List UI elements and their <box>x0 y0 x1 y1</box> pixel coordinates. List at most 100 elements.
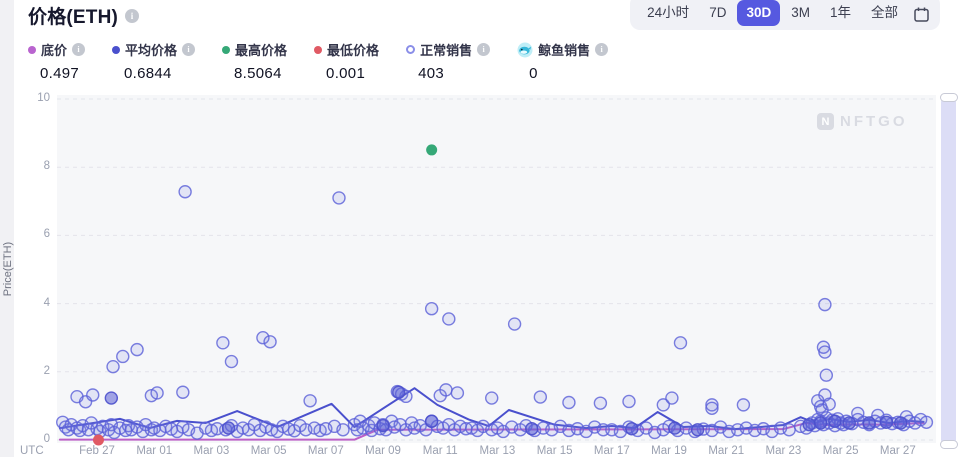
sale-point-dense[interactable] <box>424 414 439 428</box>
sale-point[interactable] <box>150 386 164 400</box>
info-icon[interactable]: i <box>182 43 196 56</box>
sale-point-dense[interactable] <box>842 416 856 430</box>
x-tick-label: Mar 03 <box>193 445 230 457</box>
range-button-7d[interactable]: 7D <box>700 0 735 26</box>
sale-point-dense[interactable] <box>879 415 894 429</box>
sale-point-dense[interactable] <box>802 417 816 432</box>
sale-point[interactable] <box>919 415 934 429</box>
legend-item-5[interactable]: 鲸鱼销售 i 0 <box>517 40 609 82</box>
range-button-30d[interactable]: 30D <box>737 0 781 26</box>
sale-point[interactable] <box>256 331 270 345</box>
legend-item-1[interactable]: 平均价格 i 0.6844 <box>112 40 196 82</box>
extreme-point[interactable] <box>92 434 104 446</box>
legend-item-head: 最低价格 <box>314 40 379 59</box>
legend-label: 正常销售 <box>420 43 473 58</box>
sale-point[interactable] <box>533 390 548 404</box>
sale-point[interactable] <box>818 297 832 312</box>
sale-point-dense[interactable] <box>392 385 406 399</box>
x-tick-label: Mar 05 <box>250 445 287 457</box>
legend-item-2[interactable]: 最高价格 8.5064 <box>222 40 287 82</box>
scrollbar-bottom-cap[interactable] <box>940 440 958 449</box>
calendar-icon[interactable] <box>909 4 934 26</box>
stats-legend: 底价 i 0.497 平均价格 i 0.6844 最高价格 8.5064 最低价格 0.001 正常… <box>28 40 609 82</box>
range-button-all[interactable]: 全部 <box>862 0 907 26</box>
x-tick-label: Mar 01 <box>136 445 173 457</box>
sale-point[interactable] <box>116 349 130 364</box>
sale-point[interactable] <box>176 385 190 399</box>
sale-point[interactable] <box>303 394 317 408</box>
legend-item-head: 鲸鱼销售 i <box>517 40 609 59</box>
x-tick-label: Mar 17 <box>593 445 630 457</box>
legend-dot-marker <box>314 45 323 54</box>
sale-point-dense[interactable] <box>690 423 705 437</box>
sale-point-dense[interactable] <box>862 416 876 430</box>
sale-point[interactable] <box>818 345 832 359</box>
sale-point-dense[interactable] <box>625 422 639 436</box>
legend-dot-marker <box>222 45 231 54</box>
nftgo-watermark: N NFTGO <box>817 113 908 130</box>
sale-point[interactable] <box>822 397 836 411</box>
info-icon[interactable]: i <box>477 43 491 56</box>
sale-point-dense[interactable] <box>525 422 539 436</box>
sale-point[interactable] <box>656 398 671 412</box>
sale-point[interactable] <box>442 312 456 326</box>
legend-item-4[interactable]: 正常销售 i 403 <box>406 40 491 82</box>
x-tick-label: Mar 07 <box>307 445 344 457</box>
scrollbar-top-cap[interactable] <box>940 93 958 102</box>
sale-point[interactable] <box>86 388 100 402</box>
sale-point[interactable] <box>216 336 230 350</box>
legend-value: 0.497 <box>40 65 80 82</box>
legend-item-head: 最高价格 <box>222 40 287 59</box>
sale-point-dense[interactable] <box>376 418 390 433</box>
sale-point-dense[interactable] <box>813 416 828 430</box>
sale-point-dense[interactable] <box>894 416 908 430</box>
x-tick-label: Mar 23 <box>765 445 802 457</box>
sale-point-dense[interactable] <box>104 391 119 405</box>
legend-value: 0 <box>529 65 538 82</box>
chart-plot-background <box>57 95 936 443</box>
sale-point[interactable] <box>507 317 522 331</box>
sale-point[interactable] <box>705 401 719 415</box>
info-icon[interactable]: i <box>125 8 140 23</box>
sale-point[interactable] <box>424 302 439 316</box>
sale-point[interactable] <box>106 359 120 374</box>
sale-point[interactable] <box>673 336 688 350</box>
sale-point-dense[interactable] <box>828 414 842 428</box>
sale-point[interactable] <box>450 386 465 400</box>
header: 价格(ETH) i <box>28 2 140 29</box>
sale-point[interactable] <box>332 191 346 205</box>
sale-point-dense[interactable] <box>668 421 682 435</box>
sale-point[interactable] <box>178 185 192 199</box>
legend-label: 平均价格 <box>125 43 178 58</box>
range-button-24h[interactable]: 24小时 <box>638 0 698 26</box>
legend-item-0[interactable]: 底价 i 0.497 <box>28 40 86 82</box>
sale-point-dense[interactable] <box>221 421 236 435</box>
sale-point[interactable] <box>665 391 679 405</box>
sale-point[interactable] <box>593 396 608 410</box>
sale-point[interactable] <box>562 395 576 410</box>
y-tick-label: 8 <box>43 160 50 173</box>
info-icon[interactable]: i <box>595 43 609 56</box>
sale-point[interactable] <box>130 342 144 357</box>
range-button-3m[interactable]: 3M <box>782 0 819 26</box>
x-axis-utc-label: UTC <box>20 445 44 457</box>
sale-point[interactable] <box>336 423 350 437</box>
sale-point[interactable] <box>622 394 636 409</box>
range-button-1y[interactable]: 1年 <box>821 0 860 26</box>
x-tick-label: Mar 21 <box>708 445 745 457</box>
legend-item-3[interactable]: 最低价格 0.001 <box>314 40 379 82</box>
sale-point[interactable] <box>705 398 719 412</box>
sale-point[interactable] <box>819 368 834 382</box>
vertical-scrollbar[interactable] <box>941 95 956 447</box>
extreme-point[interactable] <box>426 144 438 156</box>
sale-point[interactable] <box>485 391 499 405</box>
info-icon[interactable]: i <box>72 43 86 56</box>
sale-point[interactable] <box>224 354 239 369</box>
sale-point[interactable] <box>736 398 751 412</box>
nftgo-logo-icon: N <box>817 113 834 130</box>
sale-point[interactable] <box>263 335 277 349</box>
x-tick-label: Mar 11 <box>422 445 458 457</box>
sale-point[interactable] <box>782 423 796 437</box>
sale-point[interactable] <box>439 383 453 397</box>
